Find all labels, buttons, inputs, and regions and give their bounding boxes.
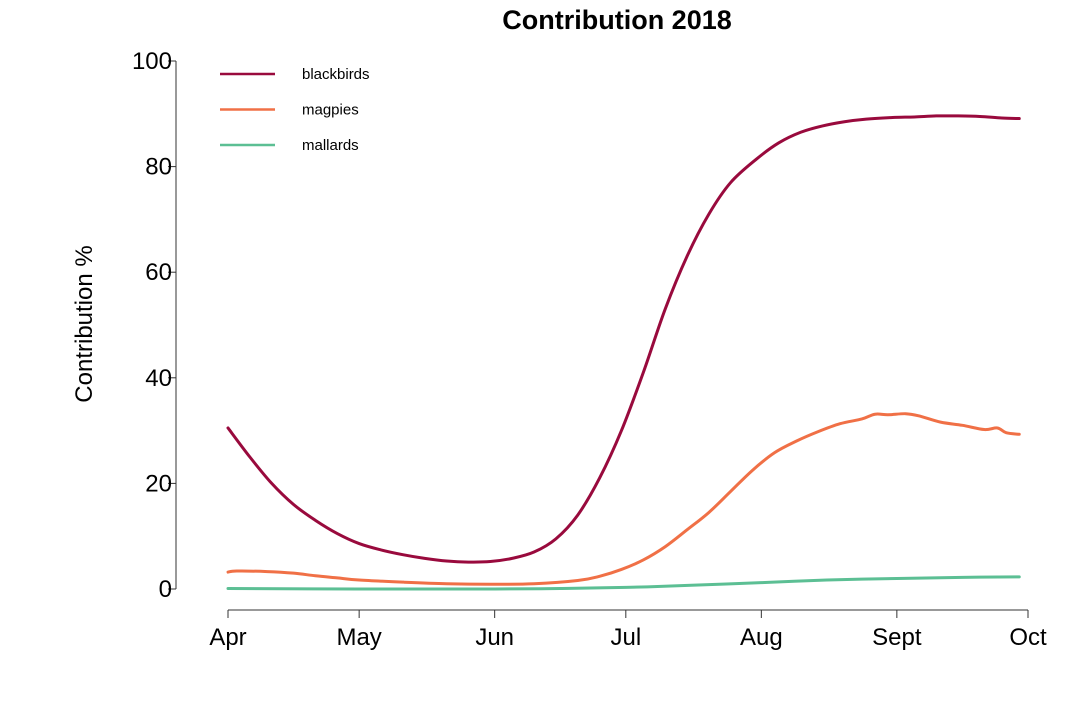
y-tick-label: 100	[132, 48, 172, 75]
x-tick-label: Apr	[209, 624, 246, 651]
y-axis-label: Contribution %	[71, 245, 98, 402]
series-line-mallards	[226, 575, 1021, 591]
legend-label: magpies	[302, 102, 359, 119]
x-tick-label: Oct	[1009, 624, 1047, 651]
y-tick-label: 60	[145, 259, 172, 286]
legend-item-magpies: magpies	[220, 102, 359, 119]
legend: blackbirds magpies mallards	[220, 66, 370, 154]
y-tick-label: 40	[145, 365, 172, 392]
series-line-blackbirds	[226, 114, 1021, 564]
x-axis: Apr May Jun Jul Aug Sept Oct	[209, 609, 1047, 651]
series-line-magpies	[226, 412, 1021, 586]
x-tick-label: Aug	[740, 624, 783, 651]
x-tick-label: Sept	[872, 624, 922, 651]
y-tick-label: 0	[159, 576, 172, 603]
y-tick-label: 20	[145, 470, 172, 497]
x-tick-label: Jun	[475, 624, 514, 651]
y-axis: 0 20 40 60 80 100	[132, 48, 177, 603]
legend-label: mallards	[302, 137, 359, 154]
y-tick-label: 80	[145, 154, 172, 181]
series-lines	[226, 114, 1021, 591]
x-tick-label: May	[336, 624, 381, 651]
legend-item-mallards: mallards	[220, 137, 359, 154]
legend-label: blackbirds	[302, 66, 370, 83]
x-tick-label: Jul	[610, 624, 641, 651]
chart-title: Contribution 2018	[502, 5, 732, 35]
legend-item-blackbirds: blackbirds	[220, 66, 370, 83]
